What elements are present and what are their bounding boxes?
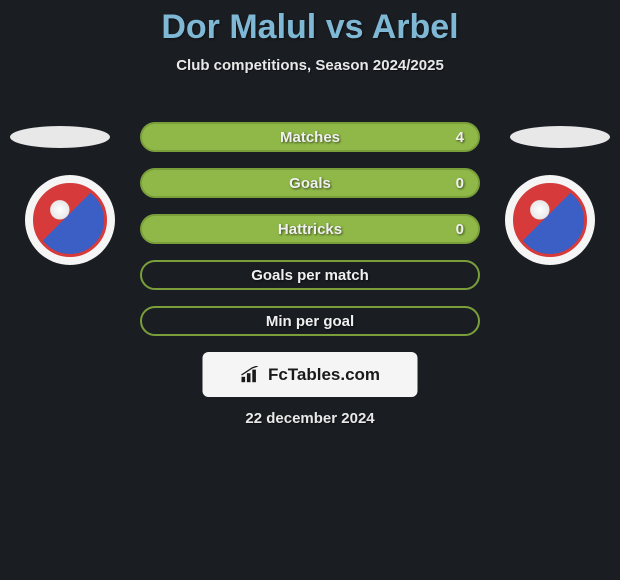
club-logo-icon xyxy=(513,183,587,257)
date-text: 22 december 2024 xyxy=(245,410,374,427)
club-badge-right xyxy=(505,175,595,265)
stat-label: Hattricks xyxy=(278,221,342,238)
stat-row: Goals per match xyxy=(140,260,480,290)
player-placeholder-left xyxy=(10,126,110,148)
stat-value: 4 xyxy=(456,129,464,146)
stat-label: Goals xyxy=(289,175,331,192)
stats-container: Matches 4 Goals 0 Hattricks 0 Goals per … xyxy=(140,122,480,352)
player-placeholder-right xyxy=(510,126,610,148)
stat-row: Min per goal xyxy=(140,306,480,336)
club-badge-left xyxy=(25,175,115,265)
stat-row: Goals 0 xyxy=(140,168,480,198)
site-logo[interactable]: FcTables.com xyxy=(203,352,418,397)
stat-label: Goals per match xyxy=(251,267,369,284)
stat-value: 0 xyxy=(456,221,464,238)
stat-row: Hattricks 0 xyxy=(140,214,480,244)
stat-label: Matches xyxy=(280,129,340,146)
chart-icon xyxy=(240,366,262,384)
page-title: Dor Malul vs Arbel xyxy=(0,0,620,47)
logo-text: FcTables.com xyxy=(268,365,380,385)
subtitle: Club competitions, Season 2024/2025 xyxy=(0,57,620,74)
stat-label: Min per goal xyxy=(266,313,354,330)
club-logo-icon xyxy=(33,183,107,257)
stat-row: Matches 4 xyxy=(140,122,480,152)
stat-value: 0 xyxy=(456,175,464,192)
